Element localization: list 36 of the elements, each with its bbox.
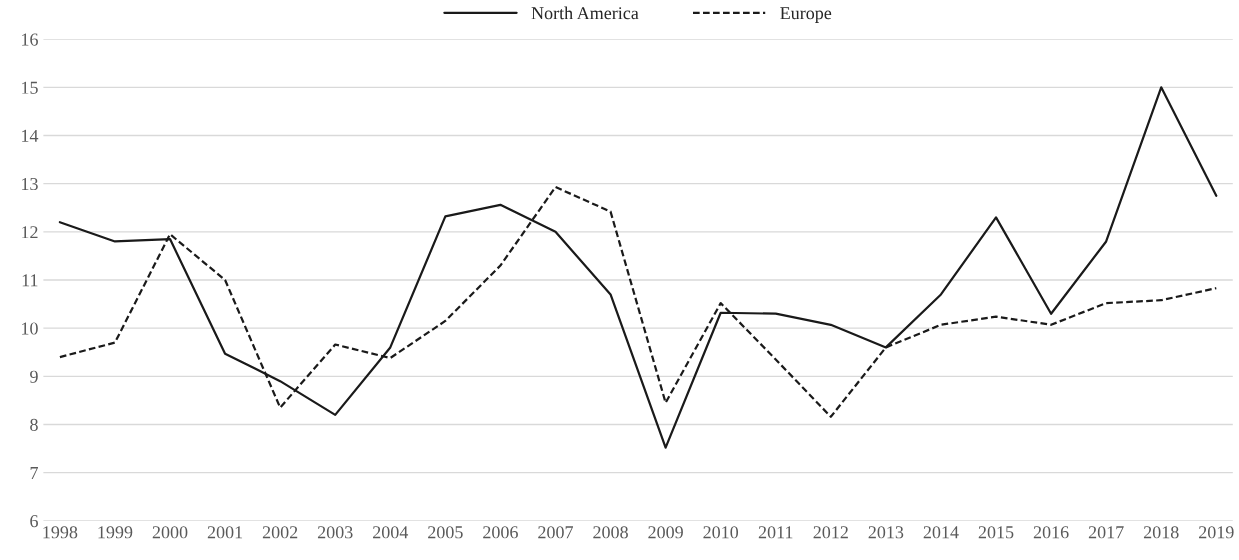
x-tick-label: 2006 — [483, 526, 518, 539]
x-tick-label: 2008 — [593, 526, 628, 539]
x-tick-label: 2012 — [813, 526, 848, 539]
x-tick-label: 2005 — [428, 526, 463, 539]
x-tick-label: 2014 — [923, 526, 959, 539]
y-tick-label: 14 — [22, 129, 39, 142]
x-tick-label: 2004 — [373, 526, 409, 539]
x-tick-label: 2019 — [1199, 526, 1234, 539]
x-tick-label: 2013 — [868, 526, 904, 539]
y-tick-label: 8 — [30, 418, 38, 431]
x-tick-label: 2002 — [262, 526, 298, 539]
line-series — [58, 86, 1218, 449]
y-tick-label: 6 — [30, 515, 38, 528]
x-tick-label: 2003 — [317, 526, 353, 539]
x-tick-label: 1998 — [43, 526, 78, 539]
y-tick-label: 13 — [22, 177, 38, 191]
y-tick-label: 15 — [22, 81, 38, 94]
y-tick-label: 9 — [30, 370, 38, 383]
x-tick-label: 1999 — [98, 526, 133, 539]
x-tick-label: 2016 — [1033, 526, 1069, 539]
y-tick-label: 16 — [22, 33, 38, 46]
x-tick-label: 2001 — [207, 526, 243, 539]
x-tick-label: 2000 — [152, 526, 188, 539]
x-tick-label: 2018 — [1143, 526, 1179, 539]
y-tick-label: 7 — [30, 467, 38, 479]
x-tick-label: 2015 — [978, 526, 1014, 539]
x-tick-label: 2009 — [648, 526, 683, 539]
legend-label: North America — [531, 6, 639, 20]
y-tick-label: 12 — [22, 226, 38, 239]
x-tick-label: 2011 — [758, 526, 793, 539]
legend-label: Europe — [780, 7, 832, 23]
x-tick-label: 2007 — [538, 526, 574, 539]
x-tick-label: 2017 — [1088, 526, 1124, 539]
y-tick-label: 11 — [22, 274, 38, 287]
x-tick-label: 2010 — [703, 526, 739, 539]
y-tick-label: 10 — [22, 322, 38, 335]
